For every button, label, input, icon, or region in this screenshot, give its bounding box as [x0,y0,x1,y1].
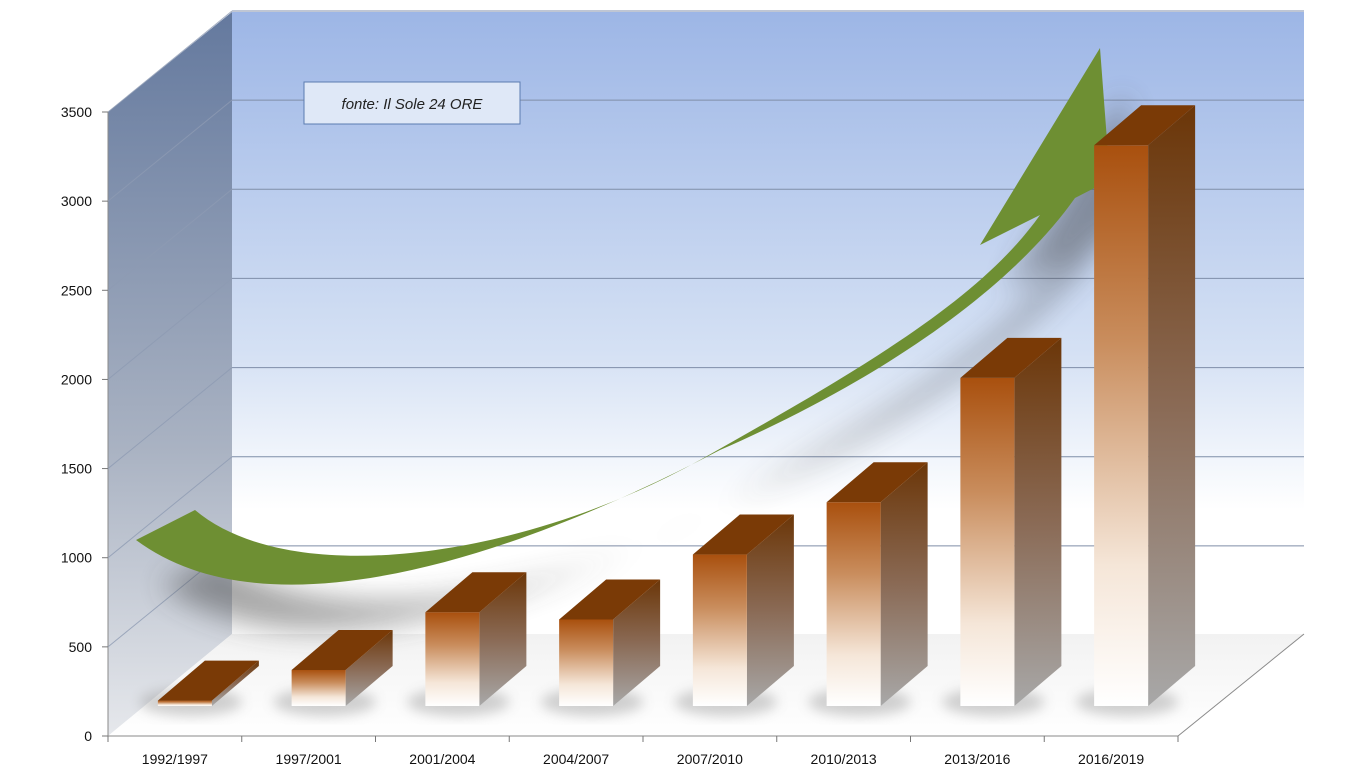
bar-front [1094,145,1149,707]
y-axis-ticks: 0 500 1000 1500 2000 2500 3000 3500 [61,104,108,744]
gridline-side [107,99,233,202]
x-tick-label: 2010/2013 [811,751,877,767]
bar-side [345,629,393,706]
y-tick-label: 1500 [61,461,92,477]
bar-side [479,572,527,706]
bar-2010-2013 [826,462,928,706]
bar-2007-2010 [692,514,794,706]
x-tick-label: 2016/2019 [1078,751,1144,767]
x-axis-labels: 1992/1997 1997/2001 2001/2004 2004/2007 2007… [107,736,1179,767]
source-note-box [303,81,521,125]
bar-side [613,579,661,706]
bar-top [960,337,1062,378]
y-tick-label: 1000 [61,550,92,566]
bar-front [291,669,346,706]
bar-2013-2016 [960,337,1062,706]
bars [157,105,1196,707]
x-tick-label: 1992/1997 [142,751,208,767]
bar-front [960,377,1015,706]
bar-top [291,629,393,670]
bar-2016-2019 [1094,105,1196,707]
source-note: fonte: Il Sole 24 ORE [303,81,521,125]
x-tick-label: 2004/2007 [543,751,609,767]
y-tick-label: 2500 [61,282,92,298]
bar-side [880,462,928,706]
bar-front [559,619,614,706]
bar-side [746,514,794,706]
x-tick-label: 2001/2004 [409,751,475,767]
bar-front [157,700,212,706]
gridline-side [107,10,233,113]
bar-top [692,514,794,555]
y-tick-label: 2000 [61,371,92,387]
bar-side [1014,337,1062,706]
bar-side [211,660,259,706]
bar-front [826,502,881,706]
bar-1992-1997 [157,660,259,706]
bar-top [1094,105,1196,146]
bar-top [425,572,527,613]
source-note-text: fonte: Il Sole 24 ORE [342,96,484,113]
bar-side [1148,105,1196,707]
gridline-side [107,367,233,469]
bar-2004-2007 [559,579,661,706]
y-tick-label: 3500 [61,104,92,120]
bar-front [692,554,747,706]
y-tick-label: 3000 [61,193,92,209]
gridline-side [107,188,233,291]
gridline-side [107,456,233,559]
y-tick-label: 500 [69,639,93,655]
gridline-side [107,278,233,380]
x-tick-label: 2013/2016 [944,751,1010,767]
bar-top [826,462,928,503]
floor-right-edge [1177,633,1305,737]
bar-front [425,612,480,706]
bar-top [559,579,661,620]
bar-2001-2004 [425,572,527,706]
y-tick-label: 0 [84,728,92,744]
x-tick-label: 1997/2001 [276,751,342,767]
left-wall [108,12,232,736]
bar-top [157,660,259,701]
bar-1997-2001 [291,629,393,706]
x-tick-label: 2007/2010 [677,751,743,767]
